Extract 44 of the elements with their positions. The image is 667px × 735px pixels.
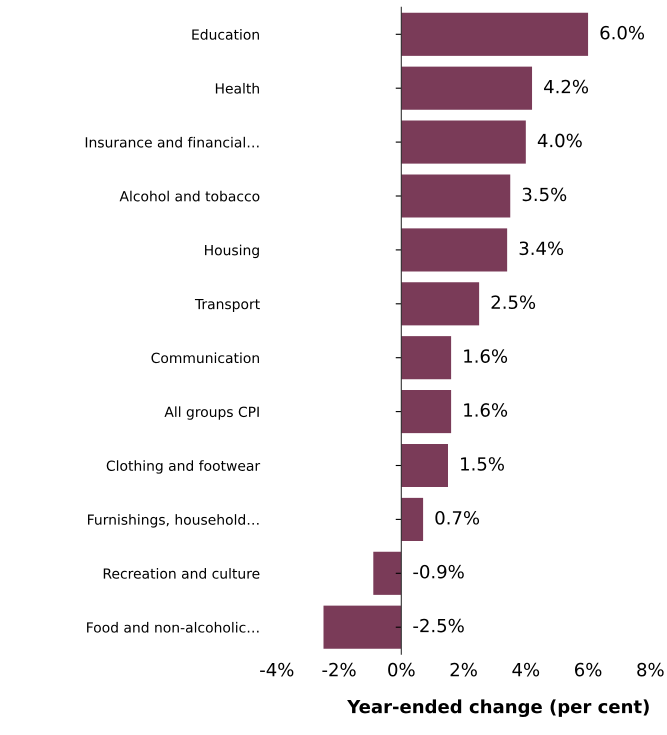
bar — [323, 606, 402, 649]
bar — [401, 174, 510, 218]
data-label: 1.5% — [461, 457, 504, 471]
y-tick-label: Food and non-alcoholic… — [87, 622, 259, 633]
data-label: 1.6% — [464, 403, 508, 417]
data-label: 4.2% — [544, 80, 588, 94]
bar — [401, 120, 526, 164]
bar — [401, 390, 452, 434]
x-tick-label: 2% — [450, 662, 477, 676]
data-label: -0.9% — [413, 564, 464, 579]
bar — [401, 336, 452, 380]
bar — [401, 12, 588, 56]
x-axis-title: Year-ended change (per cent) — [347, 699, 649, 718]
y-tick-label: Alcohol and tobacco — [120, 190, 260, 202]
y-tick-label: All groups CPI — [164, 406, 259, 420]
x-tick-label: 8% — [637, 662, 664, 676]
data-label: 1.6% — [464, 349, 508, 363]
y-tick-label: Furnishings, household… — [88, 514, 259, 528]
x-tick-label: 0% — [388, 662, 415, 676]
bar — [401, 228, 508, 272]
data-label: 3.4% — [520, 241, 564, 256]
x-tick-label: 4% — [512, 662, 540, 676]
bar — [401, 498, 424, 541]
data-label: 6.0% — [600, 26, 644, 40]
data-label: -2.5% — [413, 618, 464, 632]
y-tick-label: Insurance and financial… — [86, 136, 259, 148]
bar — [401, 66, 532, 110]
y-tick-label: Transport — [194, 298, 260, 312]
data-label: 0.7% — [435, 510, 480, 525]
y-tick-label: Education — [192, 29, 259, 40]
data-label: 3.5% — [522, 188, 566, 202]
y-tick-label: Communication — [151, 352, 259, 364]
bar — [401, 282, 480, 326]
y-tick-label: Recreation and culture — [104, 568, 260, 579]
x-tick-label: -4% — [260, 662, 294, 676]
data-label: 2.5% — [492, 295, 536, 310]
y-tick-label: Health — [216, 82, 259, 94]
x-tick-label: 6% — [575, 662, 602, 676]
bar — [373, 552, 402, 595]
y-tick-label: Clothing and footwear — [106, 460, 260, 474]
y-tick-label: Housing — [205, 244, 259, 258]
data-label: 4.0% — [538, 134, 582, 148]
x-tick-label: -2% — [322, 662, 356, 676]
bar — [401, 444, 448, 488]
